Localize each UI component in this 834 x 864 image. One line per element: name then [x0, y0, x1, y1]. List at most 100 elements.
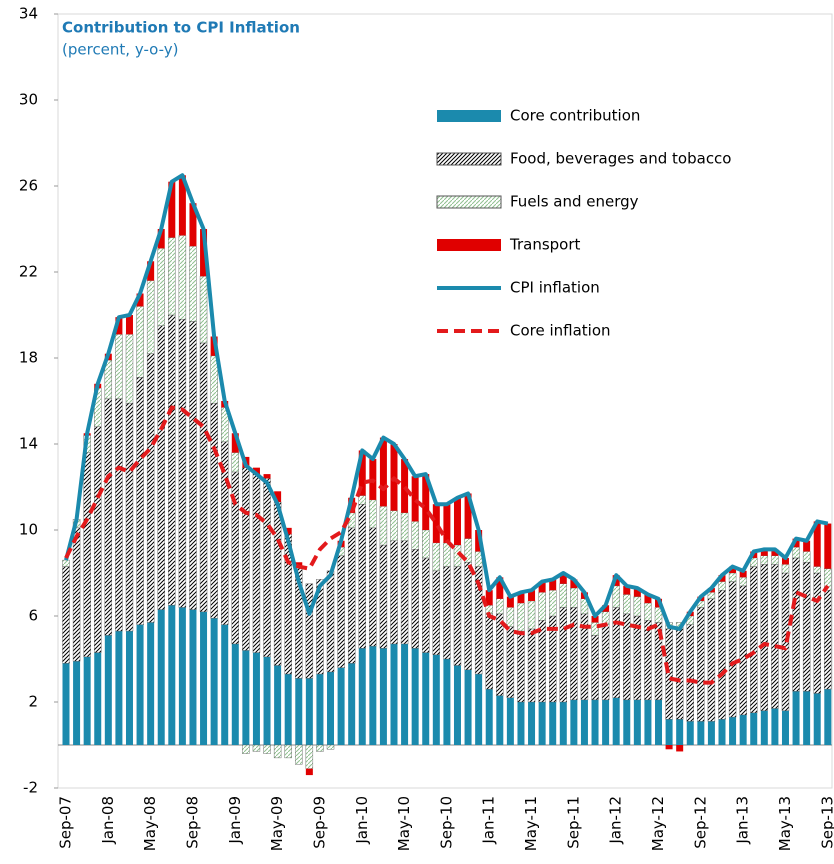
bar-segment: [327, 671, 335, 745]
bar-segment: [676, 745, 684, 752]
bar-segment: [200, 611, 208, 745]
bar-segment: [728, 572, 737, 582]
bar-segment: [570, 607, 578, 701]
bar-segment: [517, 592, 525, 604]
bar-segment: [623, 699, 631, 745]
bar-segment: [644, 594, 652, 604]
bar-segment: [252, 467, 260, 475]
bar-segment: [422, 557, 430, 653]
bar-segment: [104, 635, 112, 745]
bar-segment: [369, 527, 377, 647]
bar-segment: [263, 744, 271, 754]
bar-segment: [464, 562, 472, 670]
bar-segment: [739, 585, 747, 716]
bar-segment: [485, 689, 493, 745]
bar-segment: [295, 678, 303, 745]
bar-segment: [559, 583, 567, 608]
bar-segment: [824, 689, 832, 745]
bar-segment: [538, 702, 546, 745]
bar-segment: [432, 504, 440, 543]
bar-segment: [390, 643, 398, 745]
bar-segment: [401, 459, 409, 513]
bar-segment: [94, 426, 102, 653]
bar-segment: [506, 607, 515, 627]
bar-segment: [623, 594, 631, 615]
bar-segment: [591, 616, 599, 623]
bar-segment: [178, 607, 186, 745]
bar-segment: [83, 656, 91, 745]
bar-segment: [411, 549, 419, 649]
bar-segment: [527, 600, 536, 630]
bar-segment: [62, 559, 70, 567]
bar-segment: [602, 699, 610, 745]
bar-segment: [379, 648, 387, 745]
bar-segment: [750, 712, 758, 745]
bar-segment: [601, 624, 610, 701]
legend-label: Core contribution: [510, 107, 640, 125]
x-tick-label: Sep-13: [818, 796, 834, 849]
x-tick-label: May-12: [649, 796, 667, 851]
x-tick-label: Sep-09: [310, 796, 328, 849]
bar-segment: [379, 437, 387, 507]
bar-segment: [813, 521, 821, 567]
bar-segment: [358, 495, 366, 505]
bar-segment: [644, 699, 652, 745]
y-tick-label: 22: [19, 263, 38, 281]
bar-segment: [803, 540, 811, 552]
bar-segment: [443, 659, 451, 745]
bar-segment: [263, 474, 271, 479]
bar-segment: [580, 699, 588, 745]
bar-segment: [337, 667, 345, 745]
bar-segment: [729, 566, 737, 573]
bar-segment: [284, 527, 292, 535]
bar-segment: [411, 476, 419, 522]
bar-segment: [326, 744, 335, 750]
bar-segment: [400, 512, 409, 541]
legend-label: Transport: [509, 236, 581, 254]
legend-swatch: [436, 152, 502, 166]
legend-swatch: [436, 195, 502, 209]
bar-segment: [115, 317, 123, 335]
bar-segment: [231, 452, 239, 473]
x-tick-label: May-11: [522, 796, 540, 851]
bar-segment: [644, 602, 652, 621]
bar-segment: [157, 609, 165, 745]
bar-segment: [62, 663, 70, 745]
bar-segment: [62, 566, 70, 664]
bar-segment: [400, 540, 409, 645]
y-tick-label: 6: [28, 607, 38, 625]
bar-segment: [104, 398, 113, 636]
bar-segment: [496, 613, 504, 696]
bar-segment: [422, 529, 430, 559]
bar-segment: [506, 697, 514, 745]
bar-segment: [316, 579, 324, 675]
bar-segment: [718, 590, 726, 720]
x-tick-label: May-10: [395, 796, 413, 851]
bar-segment: [802, 551, 811, 563]
bar-segment: [633, 588, 641, 597]
bar-segment: [538, 592, 546, 621]
bar-segment: [390, 510, 398, 541]
bar-segment: [305, 768, 313, 776]
bar-segment: [274, 665, 282, 745]
bar-segment: [200, 229, 208, 277]
bar-segment: [464, 493, 472, 539]
bar-segment: [72, 527, 81, 662]
bar-segment: [443, 504, 451, 543]
legend-swatch: [437, 110, 501, 122]
bar-segment: [707, 598, 716, 722]
x-tick-label: Sep-12: [691, 796, 709, 849]
y-tick-label: 30: [19, 91, 38, 109]
bar-segment: [760, 549, 768, 556]
bar-segment: [697, 607, 705, 722]
x-tick-label: Sep-11: [564, 796, 582, 849]
bar-segment: [252, 744, 261, 752]
bar-segment: [369, 646, 377, 745]
bar-segment: [125, 315, 133, 335]
legend-label: Fuels and energy: [510, 193, 639, 211]
bar-segment: [570, 579, 578, 589]
x-tick-label: May-09: [268, 796, 286, 851]
bar-segment: [803, 691, 811, 745]
legend-label: CPI inflation: [510, 279, 600, 297]
bar-segment: [475, 674, 483, 745]
